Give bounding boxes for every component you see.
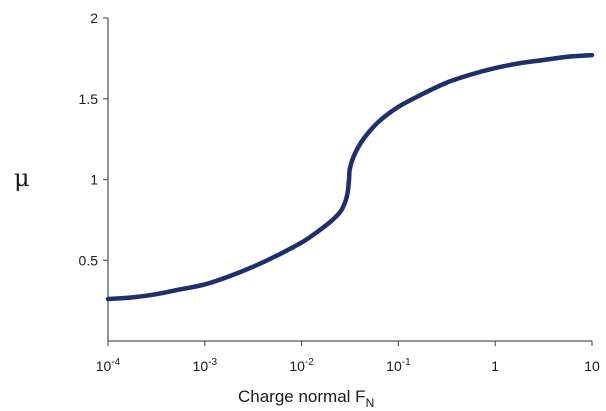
y-axis-title: μ bbox=[14, 164, 30, 192]
x-axis-title-main: Charge normal F bbox=[238, 387, 366, 406]
y-axis-ticks: 0.5 1 1.5 2 bbox=[79, 10, 108, 268]
y-tick-label: 2 bbox=[90, 10, 98, 26]
x-axis-title-subscript: N bbox=[366, 396, 375, 410]
x-tick-label-base: 1 bbox=[491, 358, 499, 374]
x-tick-label: 10 bbox=[584, 358, 600, 374]
x-tick-label: 10-1 bbox=[386, 357, 411, 374]
x-tick-label-base: 10 bbox=[96, 358, 112, 374]
x-tick-label: 1 bbox=[491, 358, 499, 374]
series-line bbox=[105, 52, 595, 302]
x-tick-label-base: 10 bbox=[289, 358, 305, 374]
x-axis-ticks: 10-4 10-3 10-2 10-1 1 10 bbox=[96, 341, 600, 374]
x-tick-label: 10-4 bbox=[96, 357, 121, 374]
x-tick-label-exponent: -1 bbox=[402, 357, 411, 368]
x-tick-label-exponent: -3 bbox=[208, 357, 217, 368]
y-tick-label: 1 bbox=[90, 172, 98, 188]
x-tick-label-base: 10 bbox=[584, 358, 600, 374]
x-tick-label-exponent: -2 bbox=[305, 357, 314, 368]
x-tick-label: 10-3 bbox=[193, 357, 218, 374]
x-axis-title: Charge normal FN bbox=[238, 387, 374, 410]
y-tick-label: 1.5 bbox=[79, 91, 99, 107]
x-tick-label-base: 10 bbox=[193, 358, 209, 374]
y-tick-label: 0.5 bbox=[79, 252, 99, 268]
x-tick-label-exponent: -4 bbox=[111, 357, 120, 368]
x-tick-label: 10-2 bbox=[289, 357, 314, 374]
x-tick-label-base: 10 bbox=[386, 358, 402, 374]
